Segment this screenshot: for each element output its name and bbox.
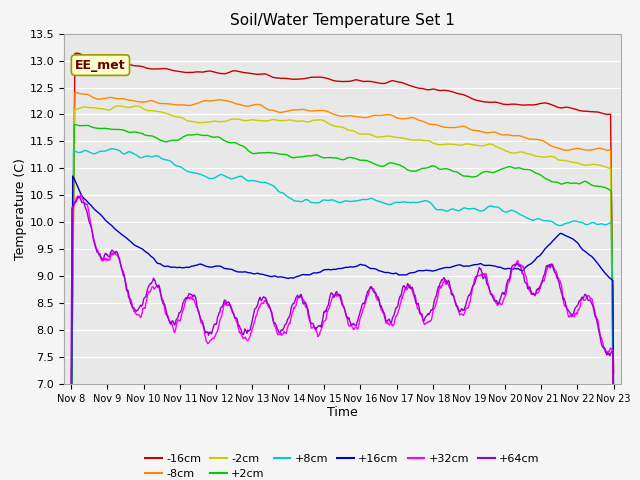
X-axis label: Time: Time [327,407,358,420]
Y-axis label: Temperature (C): Temperature (C) [13,158,27,260]
Legend: -16cm, -8cm, -2cm, +2cm, +8cm, +16cm, +32cm, +64cm: -16cm, -8cm, -2cm, +2cm, +8cm, +16cm, +3… [141,449,544,480]
Title: Soil/Water Temperature Set 1: Soil/Water Temperature Set 1 [230,13,455,28]
Text: EE_met: EE_met [75,59,126,72]
